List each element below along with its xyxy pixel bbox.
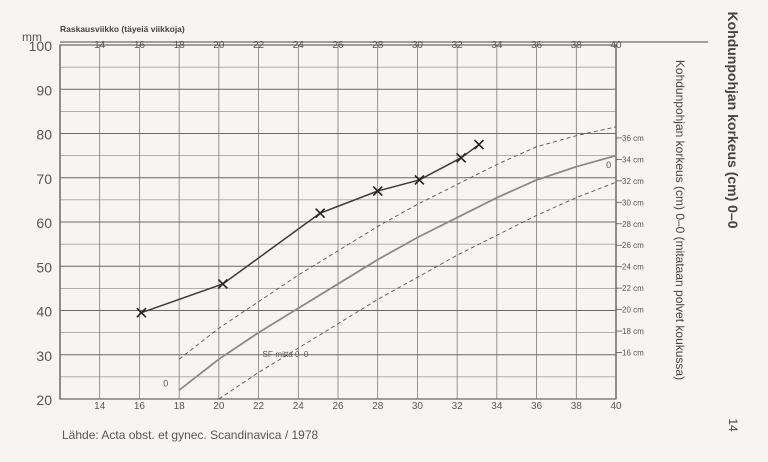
series-line-lower <box>218 181 617 400</box>
x-tick-label-bottom: 38 <box>571 401 583 412</box>
source-caption: Lähde: Acta obst. et gynec. Scandinavica… <box>62 428 319 442</box>
y-tick-label: 30 <box>36 348 52 364</box>
x-tick-label-bottom: 32 <box>452 401 464 412</box>
x-tick-label-top: 36 <box>531 40 543 51</box>
series-line-measured <box>141 143 480 314</box>
cm-tick-label: 20 cm <box>622 306 644 315</box>
side-title: Kohdunpohjan korkeus (cm) 0–0 <box>725 11 741 229</box>
x-tick-label-bottom: 36 <box>531 401 543 412</box>
x-tick-label-top: 38 <box>571 40 583 51</box>
x-tick-label-bottom: 34 <box>491 401 503 412</box>
x-tick-label-top: 14 <box>94 40 106 51</box>
x-tick-label-top: 34 <box>491 40 503 51</box>
x-tick-label-bottom: 22 <box>253 401 265 412</box>
series-line-upper <box>178 126 617 360</box>
cm-tick-label: 24 cm <box>622 263 644 272</box>
y-tick-label: 70 <box>36 171 52 187</box>
data-point-marker <box>217 278 228 290</box>
x-tick-label-top: 16 <box>134 40 146 51</box>
x-tick-label-bottom: 26 <box>332 401 344 412</box>
x-tick-label-bottom: 16 <box>134 401 146 412</box>
x-tick-label-bottom: 28 <box>372 401 384 412</box>
x-tick-label-top: 28 <box>372 40 384 51</box>
data-point-marker <box>372 185 383 197</box>
y-tick-label: 40 <box>36 304 52 320</box>
y-tick-label: 60 <box>36 215 52 231</box>
x-tick-label-top: 32 <box>452 40 464 51</box>
y-tick-label: 100 <box>29 38 53 54</box>
cm-tick-label: 36 cm <box>622 134 644 143</box>
y-tick-label: 90 <box>36 82 52 98</box>
data-point-marker <box>136 307 147 318</box>
x-tick-label-top: 24 <box>293 40 305 51</box>
zero-right-label: 0 <box>606 160 611 170</box>
y-tick-label: 20 <box>36 392 52 408</box>
x-tick-label-bottom: 18 <box>174 401 186 412</box>
data-point-marker <box>473 139 485 150</box>
x-tick-label-bottom: 20 <box>213 401 225 412</box>
y-tick-label: 80 <box>36 127 52 143</box>
side-subtitle: Kohdunpohjan korkeus (cm) 0–0 (mitataan … <box>673 59 687 381</box>
page-number: 14 <box>726 418 740 432</box>
y-unit-label: mm <box>22 30 42 44</box>
x-tick-label-top: 18 <box>174 40 186 51</box>
x-axis-title: Raskausviikko (täyeiä viikkoja) <box>60 24 185 34</box>
cm-tick-label: 28 cm <box>622 220 644 229</box>
x-tick-label-top: 40 <box>610 40 622 51</box>
data-point-marker <box>456 152 467 163</box>
x-tick-label-bottom: 30 <box>412 401 424 412</box>
data-point-marker <box>315 208 326 219</box>
cm-tick-label: 32 cm <box>622 177 644 186</box>
cm-tick-label: 16 cm <box>622 349 644 358</box>
cm-tick-label: 18 cm <box>622 327 644 336</box>
x-tick-label-top: 20 <box>213 40 225 51</box>
x-tick-label-top: 30 <box>412 40 424 51</box>
x-tick-label-bottom: 40 <box>610 401 622 412</box>
sf-label: SF-mitta 0–0 <box>263 350 309 359</box>
x-tick-label-bottom: 14 <box>94 401 106 412</box>
series-line-median <box>178 154 617 391</box>
zero-left-label: 0 <box>163 379 168 389</box>
cm-tick-label: 22 cm <box>622 284 644 293</box>
data-point-marker <box>414 174 425 186</box>
x-tick-label-top: 22 <box>253 40 265 51</box>
cm-tick-label: 34 cm <box>622 155 644 164</box>
cm-tick-label: 30 cm <box>622 198 644 207</box>
x-tick-label-bottom: 24 <box>293 401 305 412</box>
cm-tick-label: 26 cm <box>622 241 644 250</box>
y-tick-label: 50 <box>36 259 52 275</box>
x-tick-label-top: 26 <box>332 40 344 51</box>
